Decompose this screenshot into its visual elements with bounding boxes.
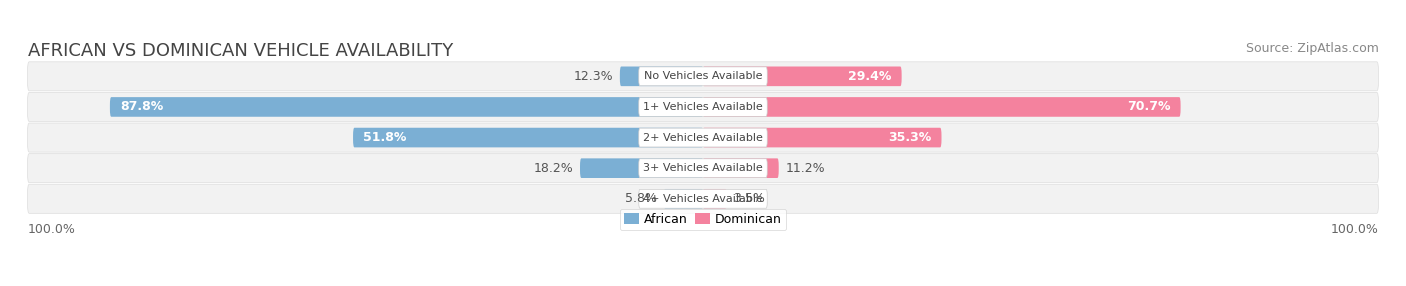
FancyBboxPatch shape [638, 67, 768, 86]
FancyBboxPatch shape [620, 67, 703, 86]
FancyBboxPatch shape [353, 128, 703, 147]
FancyBboxPatch shape [638, 189, 768, 208]
Text: 100.0%: 100.0% [1330, 223, 1378, 236]
FancyBboxPatch shape [638, 159, 768, 178]
Text: 1+ Vehicles Available: 1+ Vehicles Available [643, 102, 763, 112]
Text: 3.5%: 3.5% [734, 192, 765, 205]
Text: 4+ Vehicles Available: 4+ Vehicles Available [643, 194, 763, 204]
FancyBboxPatch shape [638, 128, 768, 147]
Text: 2+ Vehicles Available: 2+ Vehicles Available [643, 132, 763, 142]
FancyBboxPatch shape [581, 158, 703, 178]
Text: 29.4%: 29.4% [848, 70, 891, 83]
FancyBboxPatch shape [28, 62, 1378, 91]
FancyBboxPatch shape [28, 184, 1378, 213]
Text: 18.2%: 18.2% [533, 162, 574, 175]
Text: Source: ZipAtlas.com: Source: ZipAtlas.com [1246, 42, 1378, 55]
FancyBboxPatch shape [110, 97, 703, 117]
FancyBboxPatch shape [28, 123, 1378, 152]
Text: 12.3%: 12.3% [574, 70, 613, 83]
Text: 70.7%: 70.7% [1126, 100, 1170, 114]
FancyBboxPatch shape [703, 97, 1181, 117]
Text: 87.8%: 87.8% [120, 100, 163, 114]
FancyBboxPatch shape [703, 67, 901, 86]
FancyBboxPatch shape [703, 128, 942, 147]
FancyBboxPatch shape [28, 92, 1378, 122]
Text: AFRICAN VS DOMINICAN VEHICLE AVAILABILITY: AFRICAN VS DOMINICAN VEHICLE AVAILABILIT… [28, 42, 453, 60]
FancyBboxPatch shape [638, 98, 768, 116]
Legend: African, Dominican: African, Dominican [620, 208, 786, 230]
Text: No Vehicles Available: No Vehicles Available [644, 71, 762, 81]
Text: 11.2%: 11.2% [786, 162, 825, 175]
Text: 35.3%: 35.3% [889, 131, 931, 144]
FancyBboxPatch shape [703, 189, 727, 208]
Text: 3+ Vehicles Available: 3+ Vehicles Available [643, 163, 763, 173]
Text: 51.8%: 51.8% [363, 131, 406, 144]
FancyBboxPatch shape [28, 154, 1378, 183]
Text: 5.8%: 5.8% [626, 192, 657, 205]
FancyBboxPatch shape [703, 158, 779, 178]
FancyBboxPatch shape [664, 189, 703, 208]
Text: 100.0%: 100.0% [28, 223, 76, 236]
